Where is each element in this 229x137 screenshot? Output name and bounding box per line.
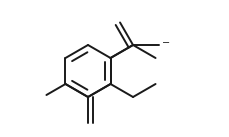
Text: −: −	[161, 38, 169, 48]
